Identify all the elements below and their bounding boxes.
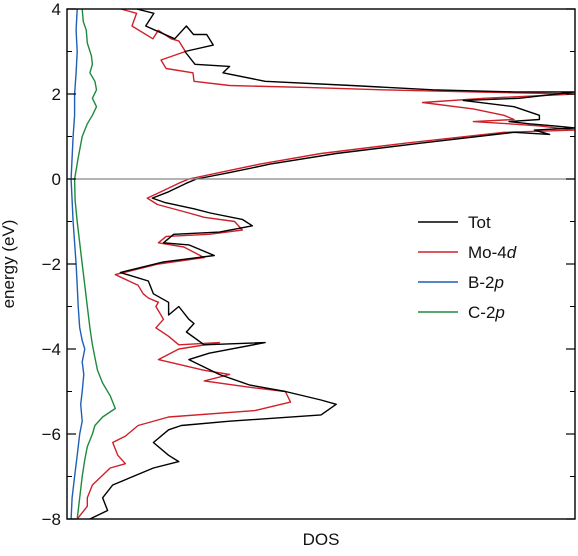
y-tick-label: 4 (52, 0, 61, 19)
legend: Tot Mo-4d B-2p C-2p (418, 213, 517, 322)
y-tick-label: 0 (52, 170, 61, 189)
y-tick-label: −8 (42, 510, 61, 529)
y-tick-label: −2 (42, 255, 61, 274)
series-line-c-2p (73, 9, 116, 519)
y-tick-label: −6 (42, 425, 61, 444)
legend-label: C-2p (468, 303, 505, 322)
legend-label: Mo-4d (468, 243, 517, 262)
series-line-mo-4d (76, 9, 575, 519)
legend-label: Tot (468, 213, 491, 232)
y-tick-label: −4 (42, 340, 61, 359)
series-line-b-2p (70, 9, 86, 519)
x-axis-label: DOS (303, 530, 340, 549)
y-axis-ticks: −8 −6 −4 −2 0 2 4 (42, 0, 575, 529)
series-layer (70, 9, 575, 519)
y-axis-label: energy (eV) (0, 220, 18, 309)
legend-label: B-2p (468, 273, 504, 292)
plot-frame (66, 8, 576, 520)
series-line-tot (89, 9, 575, 519)
y-tick-label: 2 (52, 85, 61, 104)
